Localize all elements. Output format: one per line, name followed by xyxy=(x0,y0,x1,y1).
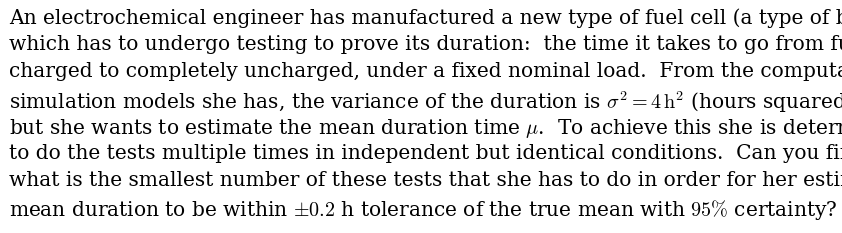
Text: to do the tests multiple times in independent but identical conditions.  Can you: to do the tests multiple times in indepe… xyxy=(9,144,842,163)
Text: but she wants to estimate the mean duration time $\mu$.  To achieve this she is : but she wants to estimate the mean durat… xyxy=(9,117,842,140)
Text: simulation models she has, the variance of the duration is $\sigma^2 = 4\,\mathr: simulation models she has, the variance … xyxy=(9,89,842,115)
Text: mean duration to be within $\pm 0.2$ h tolerance of the true mean with $95\%$ ce: mean duration to be within $\pm 0.2$ h t… xyxy=(9,198,837,222)
Text: what is the smallest number of these tests that she has to do in order for her e: what is the smallest number of these tes… xyxy=(9,171,842,190)
Text: An electrochemical engineer has manufactured a new type of fuel cell (a type of : An electrochemical engineer has manufact… xyxy=(9,8,842,28)
Text: charged to completely uncharged, under a fixed nominal load.  From the computati: charged to completely uncharged, under a… xyxy=(9,62,842,82)
Text: which has to undergo testing to prove its duration:  the time it takes to go fro: which has to undergo testing to prove it… xyxy=(9,35,842,54)
